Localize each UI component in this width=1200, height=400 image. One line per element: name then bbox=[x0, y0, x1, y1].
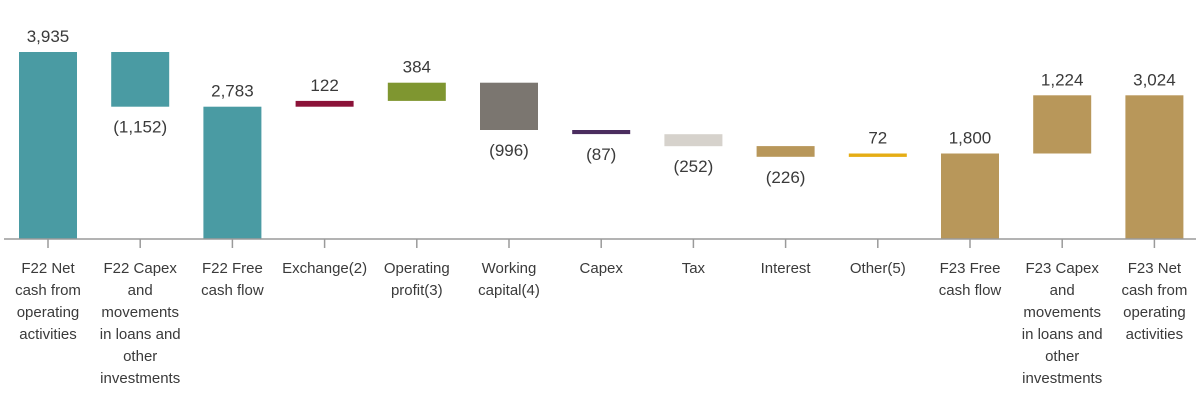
value-label-11: 1,800 bbox=[949, 129, 992, 148]
category-label-line: cash flow bbox=[939, 282, 1002, 299]
category-label-10: Other(5) bbox=[850, 260, 906, 277]
category-label-line: Exchange(2) bbox=[282, 260, 367, 277]
value-label-1: 3,935 bbox=[27, 27, 70, 46]
bar-4 bbox=[295, 100, 354, 107]
category-label-11: F23 Free cash flow bbox=[939, 260, 1002, 299]
category-label-line: operating bbox=[17, 304, 80, 321]
category-label-line: F22 Free bbox=[202, 260, 263, 277]
value-label-7: (87) bbox=[586, 145, 616, 164]
category-label-line: activities bbox=[1126, 326, 1184, 343]
category-label-line: Operating bbox=[384, 260, 450, 277]
category-label-line: movements bbox=[101, 304, 179, 321]
category-label-line: in loans and bbox=[100, 326, 181, 343]
category-label-line: cash flow bbox=[201, 282, 264, 299]
value-label-6: (996) bbox=[489, 141, 529, 160]
value-labels-group: 3,935 (1,152) 2,783 122 384 (996) (87) (252) (22… bbox=[27, 27, 1176, 187]
category-label-12: F23 Capex and movements in loans and other in… bbox=[1022, 260, 1103, 387]
category-label-line: activities bbox=[19, 326, 77, 343]
bar-3 bbox=[203, 106, 262, 239]
bars-group bbox=[19, 52, 1184, 239]
category-label-1: F22 Net cash from operating activities bbox=[15, 260, 81, 343]
category-label-6: Working capital(4) bbox=[478, 260, 540, 299]
bar-7 bbox=[572, 130, 631, 135]
category-label-4: Exchange(2) bbox=[282, 260, 367, 277]
bar-8 bbox=[664, 134, 723, 147]
category-label-7: Capex bbox=[580, 260, 624, 277]
bar-9 bbox=[756, 146, 815, 157]
x-ticks-group bbox=[47, 239, 1156, 248]
bar-11 bbox=[941, 153, 999, 239]
category-label-line: Interest bbox=[761, 260, 812, 277]
bar-5 bbox=[387, 82, 446, 101]
category-label-line: investments bbox=[100, 370, 180, 387]
value-label-13: 3,024 bbox=[1133, 70, 1176, 89]
value-label-3: 2,783 bbox=[211, 82, 254, 101]
bar-1 bbox=[19, 52, 77, 239]
category-label-line: operating bbox=[1123, 304, 1186, 321]
category-label-line: F23 Net bbox=[1128, 260, 1182, 277]
category-label-13: F23 Net cash from operating activities bbox=[1121, 260, 1187, 343]
category-label-9: Interest bbox=[761, 260, 812, 277]
category-label-8: Tax bbox=[682, 260, 706, 277]
bar-12 bbox=[1033, 95, 1092, 154]
category-labels-group: F22 Net cash from operating activities F22 C… bbox=[15, 260, 1187, 387]
value-label-4: 122 bbox=[310, 76, 338, 95]
category-label-2: F22 Capex and movements in loans and other in… bbox=[100, 260, 181, 387]
value-label-8: (252) bbox=[674, 157, 714, 176]
category-label-line: Other(5) bbox=[850, 260, 906, 277]
category-label-line: other bbox=[1045, 348, 1079, 365]
category-label-line: cash from bbox=[15, 282, 81, 299]
value-label-5: 384 bbox=[403, 58, 431, 77]
category-label-line: F22 Capex bbox=[104, 260, 178, 277]
value-label-10: 72 bbox=[868, 129, 887, 148]
category-label-line: cash from bbox=[1121, 282, 1187, 299]
value-label-9: (226) bbox=[766, 168, 806, 187]
bar-13 bbox=[1125, 95, 1184, 239]
category-label-line: F22 Net bbox=[21, 260, 75, 277]
category-label-line: capital(4) bbox=[478, 282, 540, 299]
bar-10 bbox=[848, 153, 907, 157]
category-label-line: F23 Capex bbox=[1026, 260, 1100, 277]
value-label-12: 1,224 bbox=[1041, 70, 1084, 89]
value-label-2: (1,152) bbox=[113, 118, 167, 137]
category-label-line: Capex bbox=[580, 260, 624, 277]
category-label-line: investments bbox=[1022, 370, 1102, 387]
category-label-line: Working bbox=[482, 260, 537, 277]
category-label-5: Operating profit(3) bbox=[384, 260, 450, 299]
category-label-line: and bbox=[128, 282, 153, 299]
category-label-line: other bbox=[123, 348, 157, 365]
category-label-line: Tax bbox=[682, 260, 706, 277]
category-label-3: F22 Free cash flow bbox=[201, 260, 264, 299]
bar-2 bbox=[111, 52, 170, 107]
category-label-line: and bbox=[1050, 282, 1075, 299]
category-label-line: profit(3) bbox=[391, 282, 443, 299]
category-label-line: F23 Free bbox=[940, 260, 1001, 277]
bar-6 bbox=[480, 82, 538, 130]
category-label-line: in loans and bbox=[1022, 326, 1103, 343]
category-label-line: movements bbox=[1023, 304, 1101, 321]
